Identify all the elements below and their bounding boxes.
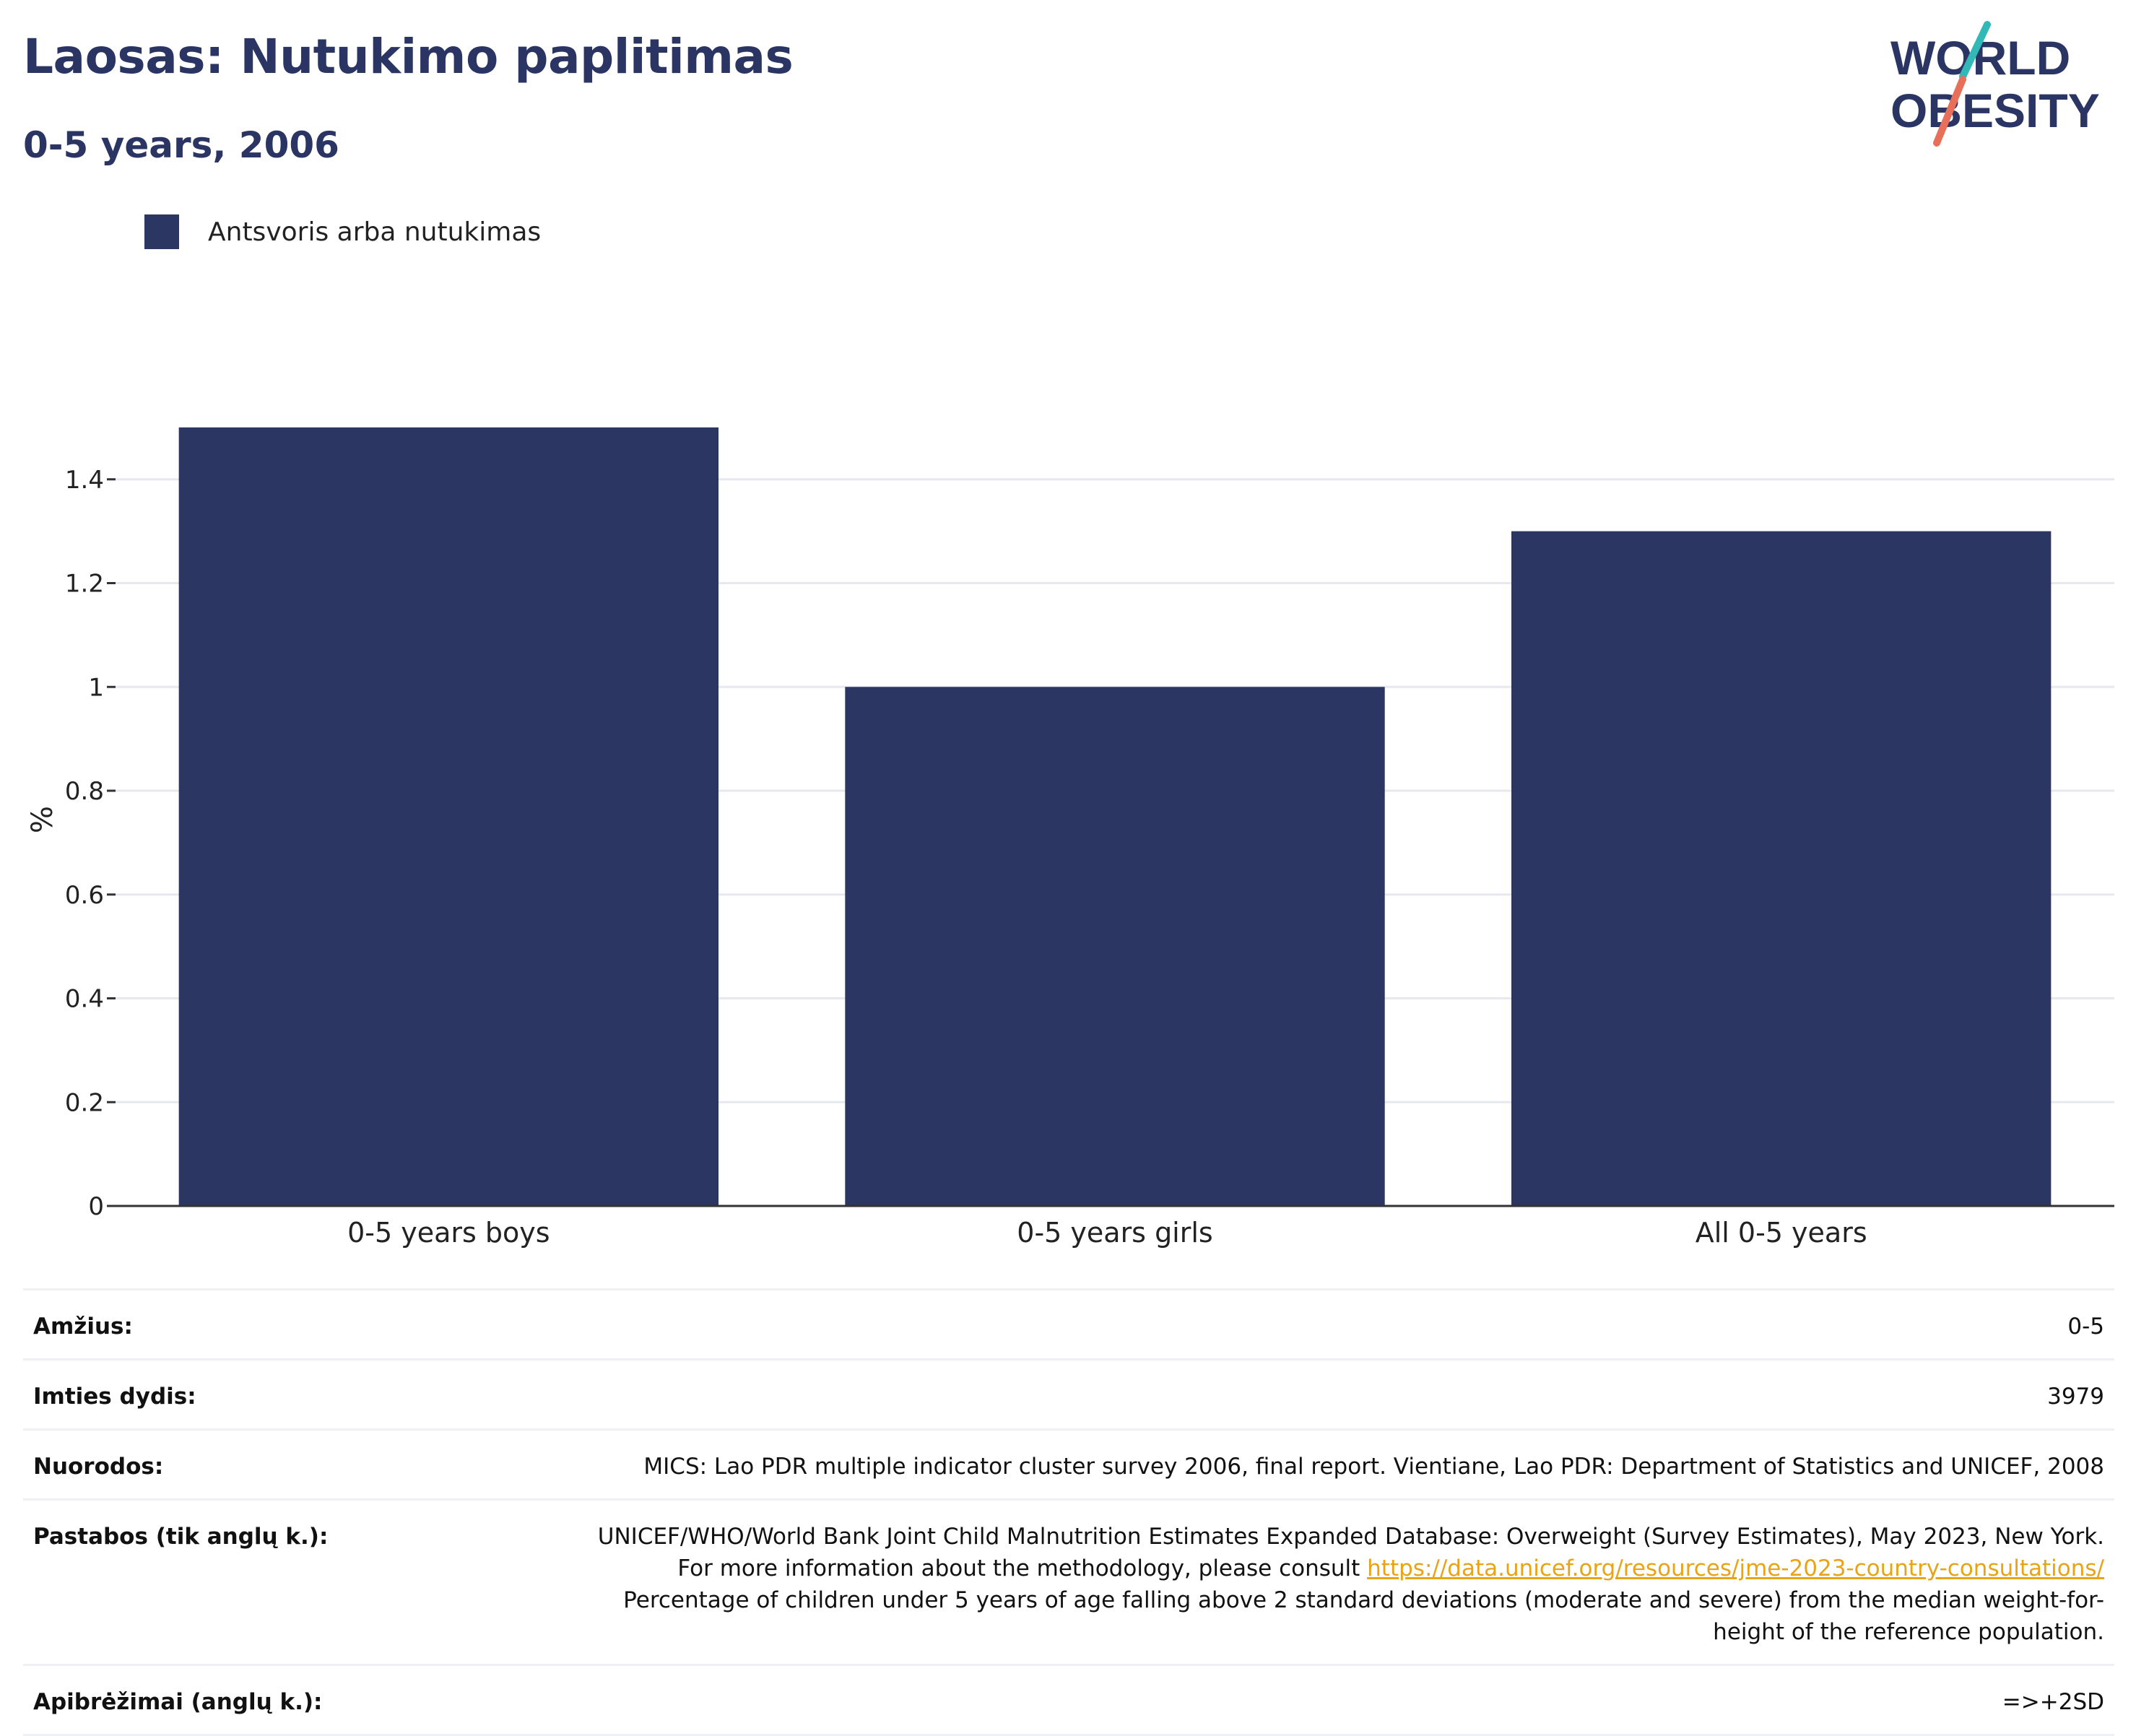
y-tick-label: 0.2: [65, 1088, 104, 1117]
info-row-definitions: Apibrėžimai (anglų k.): =>+2SD: [23, 1664, 2114, 1736]
legend-label: Antsvoris arba nutukimas: [208, 217, 542, 247]
logo-slash-teal: [1959, 21, 1991, 80]
logo-line-obesity: OBESITY: [1890, 84, 2100, 137]
y-tick-label: 0.6: [65, 881, 104, 910]
bar-chart: 0 0.2 0.4 0.6 0.8 1 1.2 1.4% 0-5 years boys 0-5 y…: [26, 427, 2114, 1249]
y-tick-label: 1.4: [65, 466, 104, 495]
info-row-notes: Pastabos (tik anglų k.): UNICEF/WHO/Worl…: [23, 1498, 2114, 1664]
info-table: Amžius: 0-5 Imties dydis: 3979 Nuorodos:…: [23, 1288, 2114, 1736]
chart-title: Laosas: Nutukimo paplitimas: [23, 29, 794, 84]
y-tick-label: 1.2: [65, 570, 104, 599]
definitions-value: =>+2SD: [2002, 1689, 2104, 1715]
x-tick-label: 0-5 years boys: [347, 1217, 550, 1249]
definitions-label: Apibrėžimai (anglų k.):: [33, 1689, 323, 1715]
chart-subtitle: 0-5 years, 2006: [23, 124, 339, 166]
chart-legend[interactable]: Antsvoris arba nutukimas: [144, 214, 541, 250]
sample-size-label: Imties dydis:: [33, 1384, 196, 1410]
y-tick-label: 1: [88, 673, 104, 702]
notes-definition-text: Percentage of children under 5 years of …: [623, 1587, 2104, 1645]
notes-text: UNICEF/WHO/World Bank Joint Child Malnut…: [597, 1524, 2104, 1581]
logo-slash-coral: [1933, 76, 1966, 147]
x-tick-label: All 0-5 years: [1696, 1217, 1867, 1249]
info-row-age: Amžius: 0-5: [23, 1288, 2114, 1358]
notes-value: UNICEF/WHO/World Bank Joint Child Malnut…: [588, 1521, 2104, 1648]
bar: [1511, 531, 2052, 1206]
world-obesity-logo: WORLD OBESITY: [1890, 21, 2100, 147]
age-label: Amžius:: [33, 1314, 133, 1340]
sample-size-value: 3979: [2047, 1384, 2104, 1410]
notes-label: Pastabos (tik anglų k.):: [33, 1524, 329, 1550]
x-tick-label: 0-5 years girls: [1017, 1217, 1212, 1249]
y-axis-label: %: [26, 806, 59, 833]
legend-swatch: [144, 214, 179, 249]
references-label: Nuorodos:: [33, 1454, 164, 1480]
y-tick-label: 0.4: [65, 985, 104, 1014]
bar: [178, 427, 719, 1206]
y-tick-label: 0: [88, 1192, 104, 1221]
info-row-sample-size: Imties dydis: 3979: [23, 1358, 2114, 1428]
y-tick-label: 0.8: [65, 777, 104, 806]
methodology-link[interactable]: https://data.unicef.org/resources/jme-20…: [1367, 1555, 2104, 1581]
age-value: 0-5: [2067, 1314, 2104, 1340]
references-value: MICS: Lao PDR multiple indicator cluster…: [643, 1454, 2104, 1480]
info-row-references: Nuorodos: MICS: Lao PDR multiple indicat…: [23, 1428, 2114, 1498]
bar: [845, 687, 1385, 1206]
